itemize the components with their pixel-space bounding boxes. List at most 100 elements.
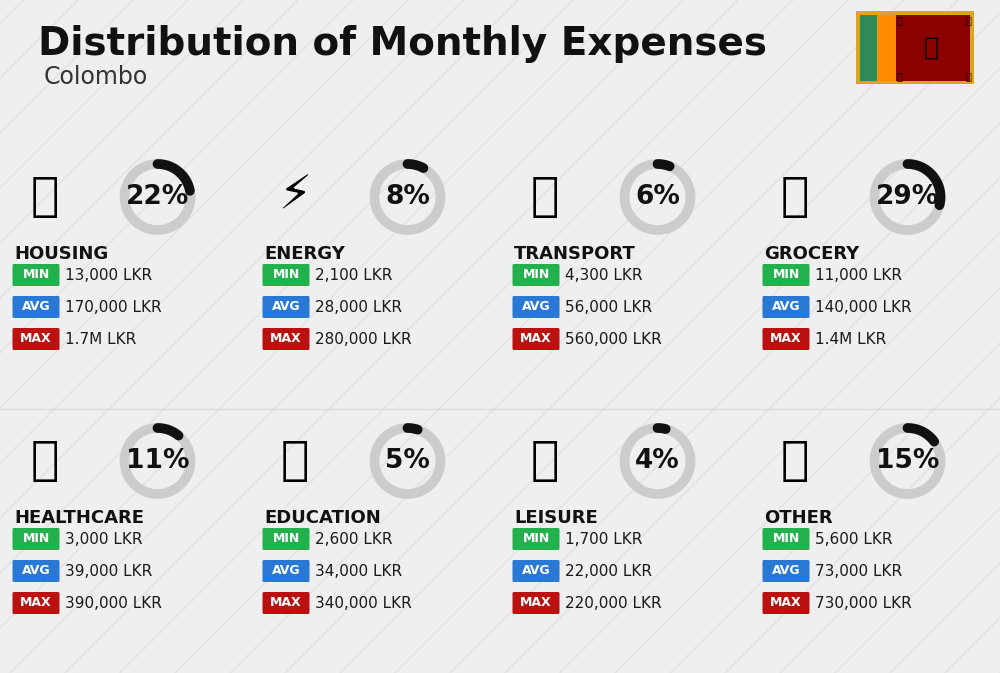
FancyBboxPatch shape xyxy=(262,560,310,582)
Text: MAX: MAX xyxy=(770,596,802,610)
Text: MIN: MIN xyxy=(772,532,800,546)
FancyBboxPatch shape xyxy=(763,296,810,318)
Text: AVG: AVG xyxy=(22,565,50,577)
Text: GROCERY: GROCERY xyxy=(764,245,859,263)
Text: 5%: 5% xyxy=(385,448,430,474)
Text: MAX: MAX xyxy=(770,332,802,345)
Text: 💰: 💰 xyxy=(781,439,809,483)
FancyBboxPatch shape xyxy=(860,15,877,81)
Text: 29%: 29% xyxy=(876,184,939,210)
Text: AVG: AVG xyxy=(522,565,550,577)
Text: 6%: 6% xyxy=(635,184,680,210)
FancyBboxPatch shape xyxy=(12,264,60,286)
Text: AVG: AVG xyxy=(272,301,300,314)
Text: ENERGY: ENERGY xyxy=(264,245,345,263)
Text: MAX: MAX xyxy=(520,596,552,610)
Text: 🍃: 🍃 xyxy=(897,15,903,25)
FancyBboxPatch shape xyxy=(262,264,310,286)
Text: MIN: MIN xyxy=(22,269,50,281)
Text: AVG: AVG xyxy=(772,301,800,314)
Text: HEALTHCARE: HEALTHCARE xyxy=(14,509,144,527)
Text: 170,000 LKR: 170,000 LKR xyxy=(65,299,162,314)
FancyBboxPatch shape xyxy=(856,11,974,84)
Text: 2,100 LKR: 2,100 LKR xyxy=(315,267,392,283)
Text: 28,000 LKR: 28,000 LKR xyxy=(315,299,402,314)
Text: 🏢: 🏢 xyxy=(31,174,59,219)
FancyBboxPatch shape xyxy=(763,264,810,286)
Text: ⚡: ⚡ xyxy=(278,174,312,219)
Text: AVG: AVG xyxy=(272,565,300,577)
Text: 15%: 15% xyxy=(876,448,939,474)
Text: 1.4M LKR: 1.4M LKR xyxy=(815,332,886,347)
FancyBboxPatch shape xyxy=(512,264,560,286)
Text: 34,000 LKR: 34,000 LKR xyxy=(315,563,402,579)
Text: EDUCATION: EDUCATION xyxy=(264,509,381,527)
Text: 340,000 LKR: 340,000 LKR xyxy=(315,596,412,610)
Text: 13,000 LKR: 13,000 LKR xyxy=(65,267,152,283)
Text: MIN: MIN xyxy=(22,532,50,546)
Text: MAX: MAX xyxy=(270,332,302,345)
Text: MAX: MAX xyxy=(270,596,302,610)
Text: Colombo: Colombo xyxy=(44,65,148,89)
Text: 2,600 LKR: 2,600 LKR xyxy=(315,532,392,546)
FancyBboxPatch shape xyxy=(262,592,310,614)
Text: AVG: AVG xyxy=(772,565,800,577)
Text: 🎓: 🎓 xyxy=(281,439,309,483)
Text: 73,000 LKR: 73,000 LKR xyxy=(815,563,902,579)
Text: 🍃: 🍃 xyxy=(965,71,971,81)
FancyBboxPatch shape xyxy=(262,528,310,550)
Text: 5,600 LKR: 5,600 LKR xyxy=(815,532,893,546)
Text: 🛒: 🛒 xyxy=(781,174,809,219)
FancyBboxPatch shape xyxy=(512,528,560,550)
Text: HOUSING: HOUSING xyxy=(14,245,108,263)
Text: 140,000 LKR: 140,000 LKR xyxy=(815,299,912,314)
Text: 220,000 LKR: 220,000 LKR xyxy=(565,596,662,610)
Text: 390,000 LKR: 390,000 LKR xyxy=(65,596,162,610)
Text: MIN: MIN xyxy=(522,269,550,281)
Text: MIN: MIN xyxy=(272,269,300,281)
Text: 1,700 LKR: 1,700 LKR xyxy=(565,532,642,546)
FancyBboxPatch shape xyxy=(12,592,60,614)
FancyBboxPatch shape xyxy=(12,560,60,582)
Text: 🍃: 🍃 xyxy=(965,15,971,25)
Text: 🦁: 🦁 xyxy=(924,36,939,60)
FancyBboxPatch shape xyxy=(12,296,60,318)
FancyBboxPatch shape xyxy=(512,592,560,614)
Text: 730,000 LKR: 730,000 LKR xyxy=(815,596,912,610)
FancyBboxPatch shape xyxy=(763,328,810,350)
Text: MIN: MIN xyxy=(522,532,550,546)
FancyBboxPatch shape xyxy=(512,560,560,582)
Text: 1.7M LKR: 1.7M LKR xyxy=(65,332,136,347)
Text: 🍃: 🍃 xyxy=(897,71,903,81)
Text: TRANSPORT: TRANSPORT xyxy=(514,245,636,263)
FancyBboxPatch shape xyxy=(896,15,970,81)
Text: 56,000 LKR: 56,000 LKR xyxy=(565,299,652,314)
Text: 8%: 8% xyxy=(385,184,430,210)
FancyBboxPatch shape xyxy=(763,560,810,582)
FancyBboxPatch shape xyxy=(878,15,896,81)
Text: 🏥: 🏥 xyxy=(31,439,59,483)
Text: MAX: MAX xyxy=(520,332,552,345)
Text: MAX: MAX xyxy=(20,332,52,345)
Text: AVG: AVG xyxy=(22,301,50,314)
Text: MIN: MIN xyxy=(772,269,800,281)
Text: 4,300 LKR: 4,300 LKR xyxy=(565,267,642,283)
Text: MAX: MAX xyxy=(20,596,52,610)
Text: 3,000 LKR: 3,000 LKR xyxy=(65,532,143,546)
FancyBboxPatch shape xyxy=(12,328,60,350)
FancyBboxPatch shape xyxy=(262,328,310,350)
Text: 39,000 LKR: 39,000 LKR xyxy=(65,563,152,579)
Text: 11%: 11% xyxy=(126,448,189,474)
Text: 22,000 LKR: 22,000 LKR xyxy=(565,563,652,579)
Text: Distribution of Monthly Expenses: Distribution of Monthly Expenses xyxy=(38,25,767,63)
FancyBboxPatch shape xyxy=(763,528,810,550)
Text: AVG: AVG xyxy=(522,301,550,314)
Text: 🚌: 🚌 xyxy=(531,174,559,219)
Text: 11,000 LKR: 11,000 LKR xyxy=(815,267,902,283)
Text: 🛍: 🛍 xyxy=(531,439,559,483)
FancyBboxPatch shape xyxy=(763,592,810,614)
Text: 280,000 LKR: 280,000 LKR xyxy=(315,332,412,347)
Text: 4%: 4% xyxy=(635,448,680,474)
Text: 560,000 LKR: 560,000 LKR xyxy=(565,332,662,347)
Text: MIN: MIN xyxy=(272,532,300,546)
